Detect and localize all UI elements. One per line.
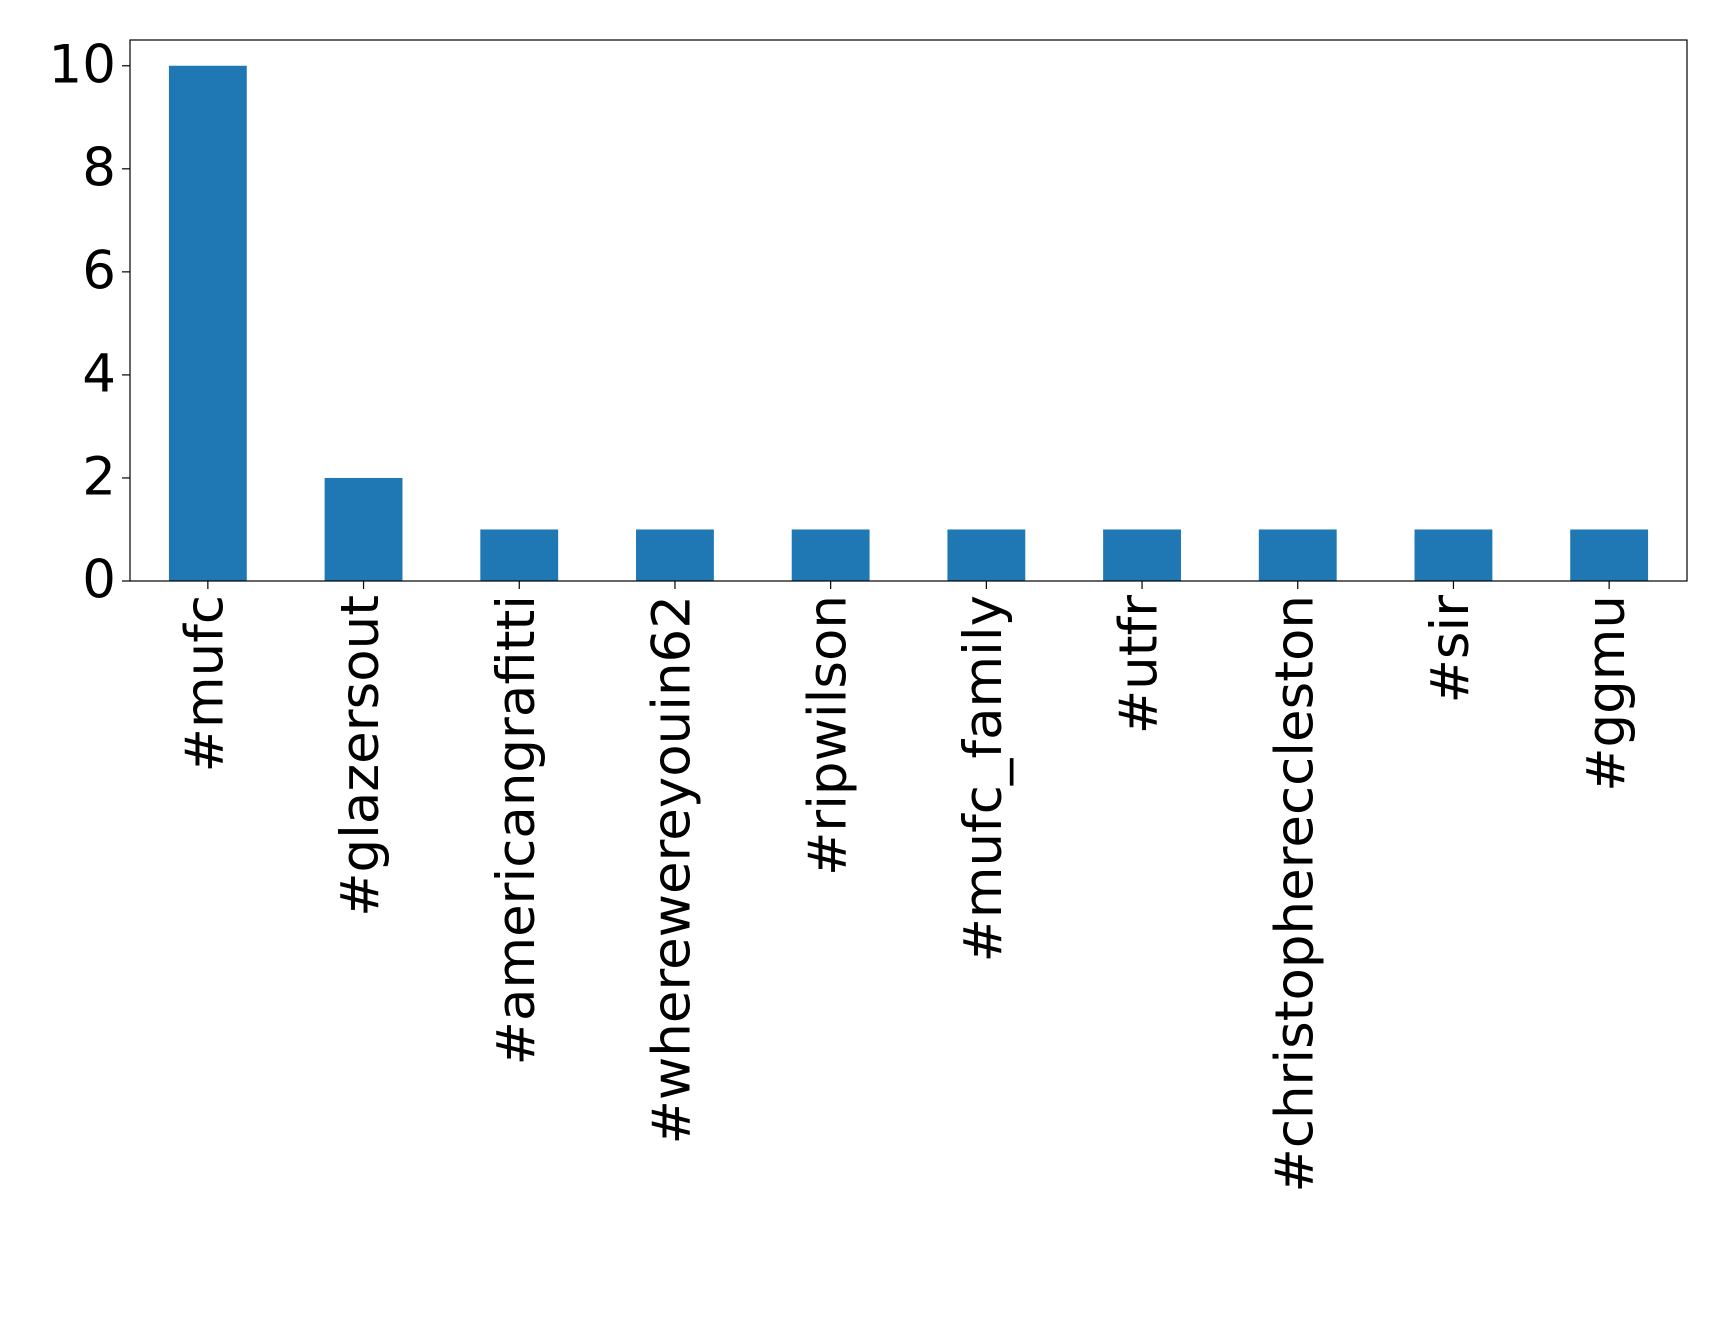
x-tick-label: #wherewereyouin62 <box>642 595 703 1145</box>
x-tick-label: #americangrafitti <box>486 595 547 1065</box>
x-tick-label: #utfr <box>1109 595 1170 734</box>
y-tick-label: 2 <box>82 447 116 508</box>
bar <box>480 529 559 581</box>
y-tick-label: 6 <box>82 240 116 301</box>
bar <box>791 529 870 581</box>
y-tick-label: 8 <box>82 137 116 198</box>
x-tick-label: #glazersout <box>330 595 391 917</box>
x-tick-label: #mufc_family <box>953 595 1014 963</box>
bar <box>1103 529 1181 581</box>
bar <box>636 529 714 581</box>
x-tick-label: #mufc <box>174 595 235 772</box>
bar <box>947 529 1026 581</box>
y-tick-label: 0 <box>82 550 116 611</box>
bar <box>324 477 403 581</box>
x-tick-label: #christophereccleston <box>1264 595 1325 1193</box>
x-tick-label: #sir <box>1420 595 1481 704</box>
y-tick-label: 4 <box>82 344 116 405</box>
x-tick-label: #ggmu <box>1576 595 1637 792</box>
bar <box>1570 529 1649 581</box>
bar <box>1414 529 1493 581</box>
bar <box>168 65 247 581</box>
bar <box>1258 529 1337 581</box>
y-tick-label: 10 <box>49 34 116 95</box>
plot-frame <box>129 39 1688 582</box>
x-tick-label: #ripwilson <box>797 595 858 876</box>
